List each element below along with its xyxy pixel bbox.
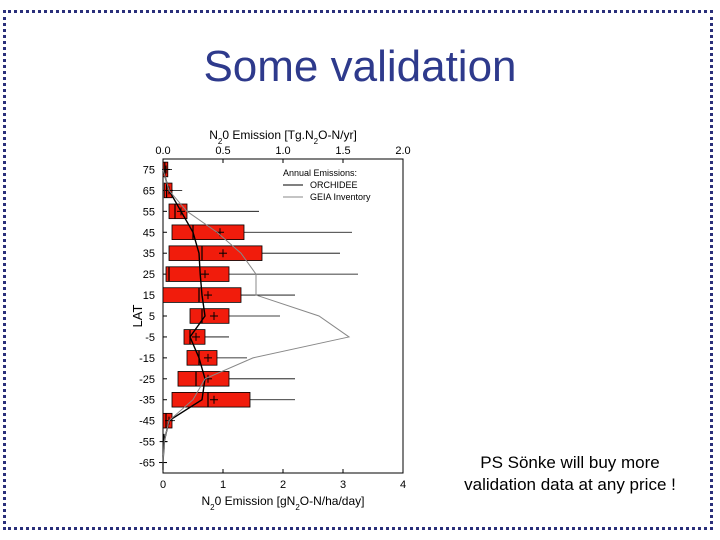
bottom-tick-label: 0 [160, 479, 166, 491]
lat-tick-label: -35 [139, 395, 155, 407]
lat-tick-label: 55 [143, 206, 155, 218]
top-axis-label: N20 Emission [Tg.N2O-N/yr] [209, 128, 357, 146]
emission-bar [189, 308, 230, 324]
lat-tick-label: -25 [139, 374, 155, 386]
legend-entry: GEIA Inventory [310, 192, 371, 202]
chart-legend: Annual Emissions: ORCHIDEE GEIA Inventory [283, 168, 371, 202]
bottom-tick-label: 2 [280, 479, 286, 491]
bottom-tick-label: 1 [220, 479, 226, 491]
lat-tick-label: 15 [143, 290, 155, 302]
slide-note-line-1: PS Sönke will buy more [480, 453, 660, 472]
legend-entry: ORCHIDEE [310, 180, 358, 190]
slide-border [3, 10, 713, 530]
lat-tick-label: 35 [143, 248, 155, 260]
slide-note-line-2: validation data at any price ! [464, 475, 676, 494]
lat-tick-label: 65 [143, 185, 155, 197]
lat-tick-label: -55 [139, 437, 155, 449]
top-tick-label: 0.0 [155, 145, 170, 157]
top-tick-label: 0.5 [215, 145, 230, 157]
legend-title: Annual Emissions: [283, 168, 357, 178]
lat-tick-label: 25 [143, 269, 155, 281]
emission-bar [186, 350, 218, 366]
lat-tick-label: -65 [139, 458, 155, 470]
chart-series-lines [162, 169, 351, 463]
bottom-axis-label: N20 Emission [gN2O-N/ha/day] [202, 494, 365, 512]
chart-axes: 75 65 55 45 35 25 15 5 -5 -15 -25 -35 -45 -55 -65 LAT 0 1… [130, 128, 411, 512]
slide-note: PS Sönke will buy more validation data a… [430, 452, 710, 496]
lat-tick-label: -45 [139, 416, 155, 428]
top-tick-label: 1.5 [335, 145, 350, 157]
emission-bar [165, 266, 230, 282]
lat-tick-label: 75 [143, 164, 155, 176]
top-tick-label: 1.0 [275, 145, 290, 157]
lat-tick-label: -15 [139, 353, 155, 365]
emission-bar [168, 245, 263, 261]
bottom-tick-label: 4 [400, 479, 406, 491]
lat-tick-label: -5 [145, 332, 155, 344]
emission-bar [171, 224, 245, 240]
chart-bars [159, 161, 358, 470]
slide-title: Some validation [203, 42, 517, 91]
n2o-emission-chart: 75 65 55 45 35 25 15 5 -5 -15 -25 -35 -45 -55 -65 LAT 0 1… [130, 128, 411, 512]
lat-tick-label: 45 [143, 227, 155, 239]
series-line-geia-inventory [162, 169, 351, 463]
lat-tick-label: 5 [149, 311, 155, 323]
top-tick-label: 2.0 [395, 145, 410, 157]
series-line-orchidee [162, 169, 206, 463]
bottom-tick-label: 3 [340, 479, 346, 491]
y-axis-label: LAT [130, 305, 145, 328]
